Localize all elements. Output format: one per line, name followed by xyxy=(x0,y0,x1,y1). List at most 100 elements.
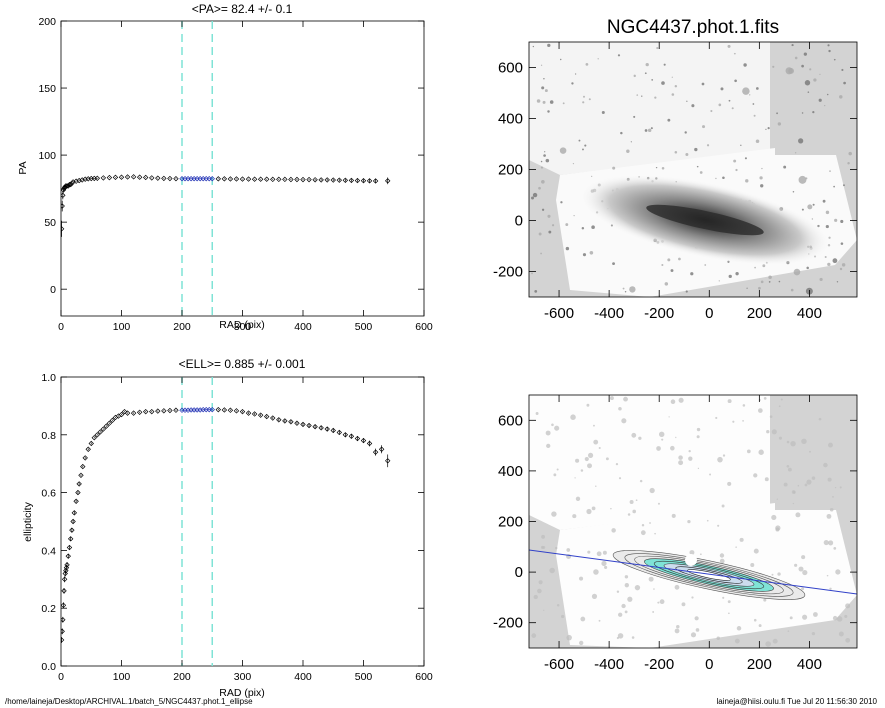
mask-speckle xyxy=(746,449,751,454)
star xyxy=(622,287,625,290)
star xyxy=(690,272,694,276)
star xyxy=(612,166,616,170)
data-point xyxy=(378,446,385,452)
mask-speckle xyxy=(717,524,720,527)
star xyxy=(742,87,750,95)
star xyxy=(585,62,589,66)
mask-speckle xyxy=(716,636,720,640)
star xyxy=(798,175,807,184)
mask-speckle xyxy=(806,479,812,485)
x-tick-label: 200 xyxy=(173,321,191,333)
star xyxy=(654,96,657,99)
mask-speckle xyxy=(546,443,551,449)
star xyxy=(534,289,538,293)
data-point xyxy=(206,175,212,182)
mask-speckle xyxy=(598,446,601,450)
mask-speckle xyxy=(670,399,676,405)
mask-speckle xyxy=(623,396,628,402)
star xyxy=(715,177,717,180)
star xyxy=(543,77,545,80)
mask-speckle xyxy=(541,534,545,539)
star xyxy=(565,246,570,251)
star xyxy=(686,100,688,102)
star xyxy=(753,114,756,117)
mask-speckle xyxy=(834,486,837,489)
data-point xyxy=(336,177,342,183)
mask-speckle xyxy=(823,539,829,546)
data-point xyxy=(194,407,200,413)
mask-speckle xyxy=(605,457,609,461)
data-point xyxy=(354,177,361,184)
masked-regions xyxy=(531,396,851,647)
star xyxy=(840,219,844,224)
mask-speckle xyxy=(657,502,660,505)
data-point xyxy=(191,175,197,182)
mask-speckle xyxy=(661,438,664,441)
data-point xyxy=(143,408,149,415)
mask-speckle xyxy=(587,463,592,469)
star xyxy=(801,208,804,211)
star xyxy=(832,258,838,264)
mask-speckle xyxy=(654,532,656,535)
data-point xyxy=(64,183,70,189)
star xyxy=(549,100,554,104)
mask-speckle xyxy=(813,612,818,617)
mask-speckle xyxy=(763,598,767,602)
star xyxy=(826,93,829,96)
star xyxy=(743,63,747,67)
x-tick-label: 600 xyxy=(415,321,433,333)
y-tick-label: 150 xyxy=(38,83,56,95)
mask-speckle xyxy=(826,574,829,577)
data-point xyxy=(106,420,113,426)
mask-speckle xyxy=(561,614,565,619)
mask-speckle xyxy=(634,584,641,591)
data-point xyxy=(155,408,161,414)
mask-speckle xyxy=(739,537,744,542)
data-point xyxy=(354,435,361,442)
star xyxy=(760,184,764,188)
mask-speckle xyxy=(598,619,601,622)
mask-speckle xyxy=(758,624,762,628)
data-point xyxy=(251,176,258,182)
mask-speckle xyxy=(678,397,684,403)
data-point xyxy=(215,176,221,182)
x-tick-label: 300 xyxy=(234,671,252,683)
data-point xyxy=(200,175,206,182)
star xyxy=(704,264,707,266)
star xyxy=(701,82,705,86)
mask-speckle xyxy=(829,507,834,512)
star xyxy=(822,199,826,203)
star xyxy=(671,93,675,96)
pa-chart-title: <PA>= 82.4 +/- 0.1 xyxy=(192,2,293,16)
data-point xyxy=(282,176,288,183)
star xyxy=(718,280,720,282)
mask-speckle xyxy=(809,450,811,453)
mask-speckle xyxy=(772,638,778,644)
star xyxy=(565,223,569,227)
data-point xyxy=(70,518,76,525)
star xyxy=(547,110,550,113)
x-tick-label: 100 xyxy=(113,671,131,683)
star xyxy=(696,165,699,168)
data-point xyxy=(143,174,149,181)
mask-speckle xyxy=(742,404,746,407)
mask-speckle xyxy=(631,432,637,438)
mask-speckle xyxy=(839,486,842,489)
image-x-tick-label: 400 xyxy=(797,305,822,322)
mask-speckle xyxy=(790,440,796,447)
mask-speckle xyxy=(580,469,584,472)
star xyxy=(836,281,839,283)
star xyxy=(544,89,548,93)
star xyxy=(812,203,815,206)
mask-speckle xyxy=(753,473,758,478)
y-tick-label: 0.2 xyxy=(41,603,56,615)
data-point xyxy=(61,203,65,209)
mask-speckle xyxy=(845,603,851,609)
star xyxy=(630,141,632,143)
data-point xyxy=(366,178,373,184)
mask-speckle xyxy=(758,449,764,455)
data-point xyxy=(197,175,203,182)
mask-speckle xyxy=(575,458,580,463)
mask-speckle xyxy=(832,615,838,621)
mask-speckle xyxy=(728,612,730,615)
